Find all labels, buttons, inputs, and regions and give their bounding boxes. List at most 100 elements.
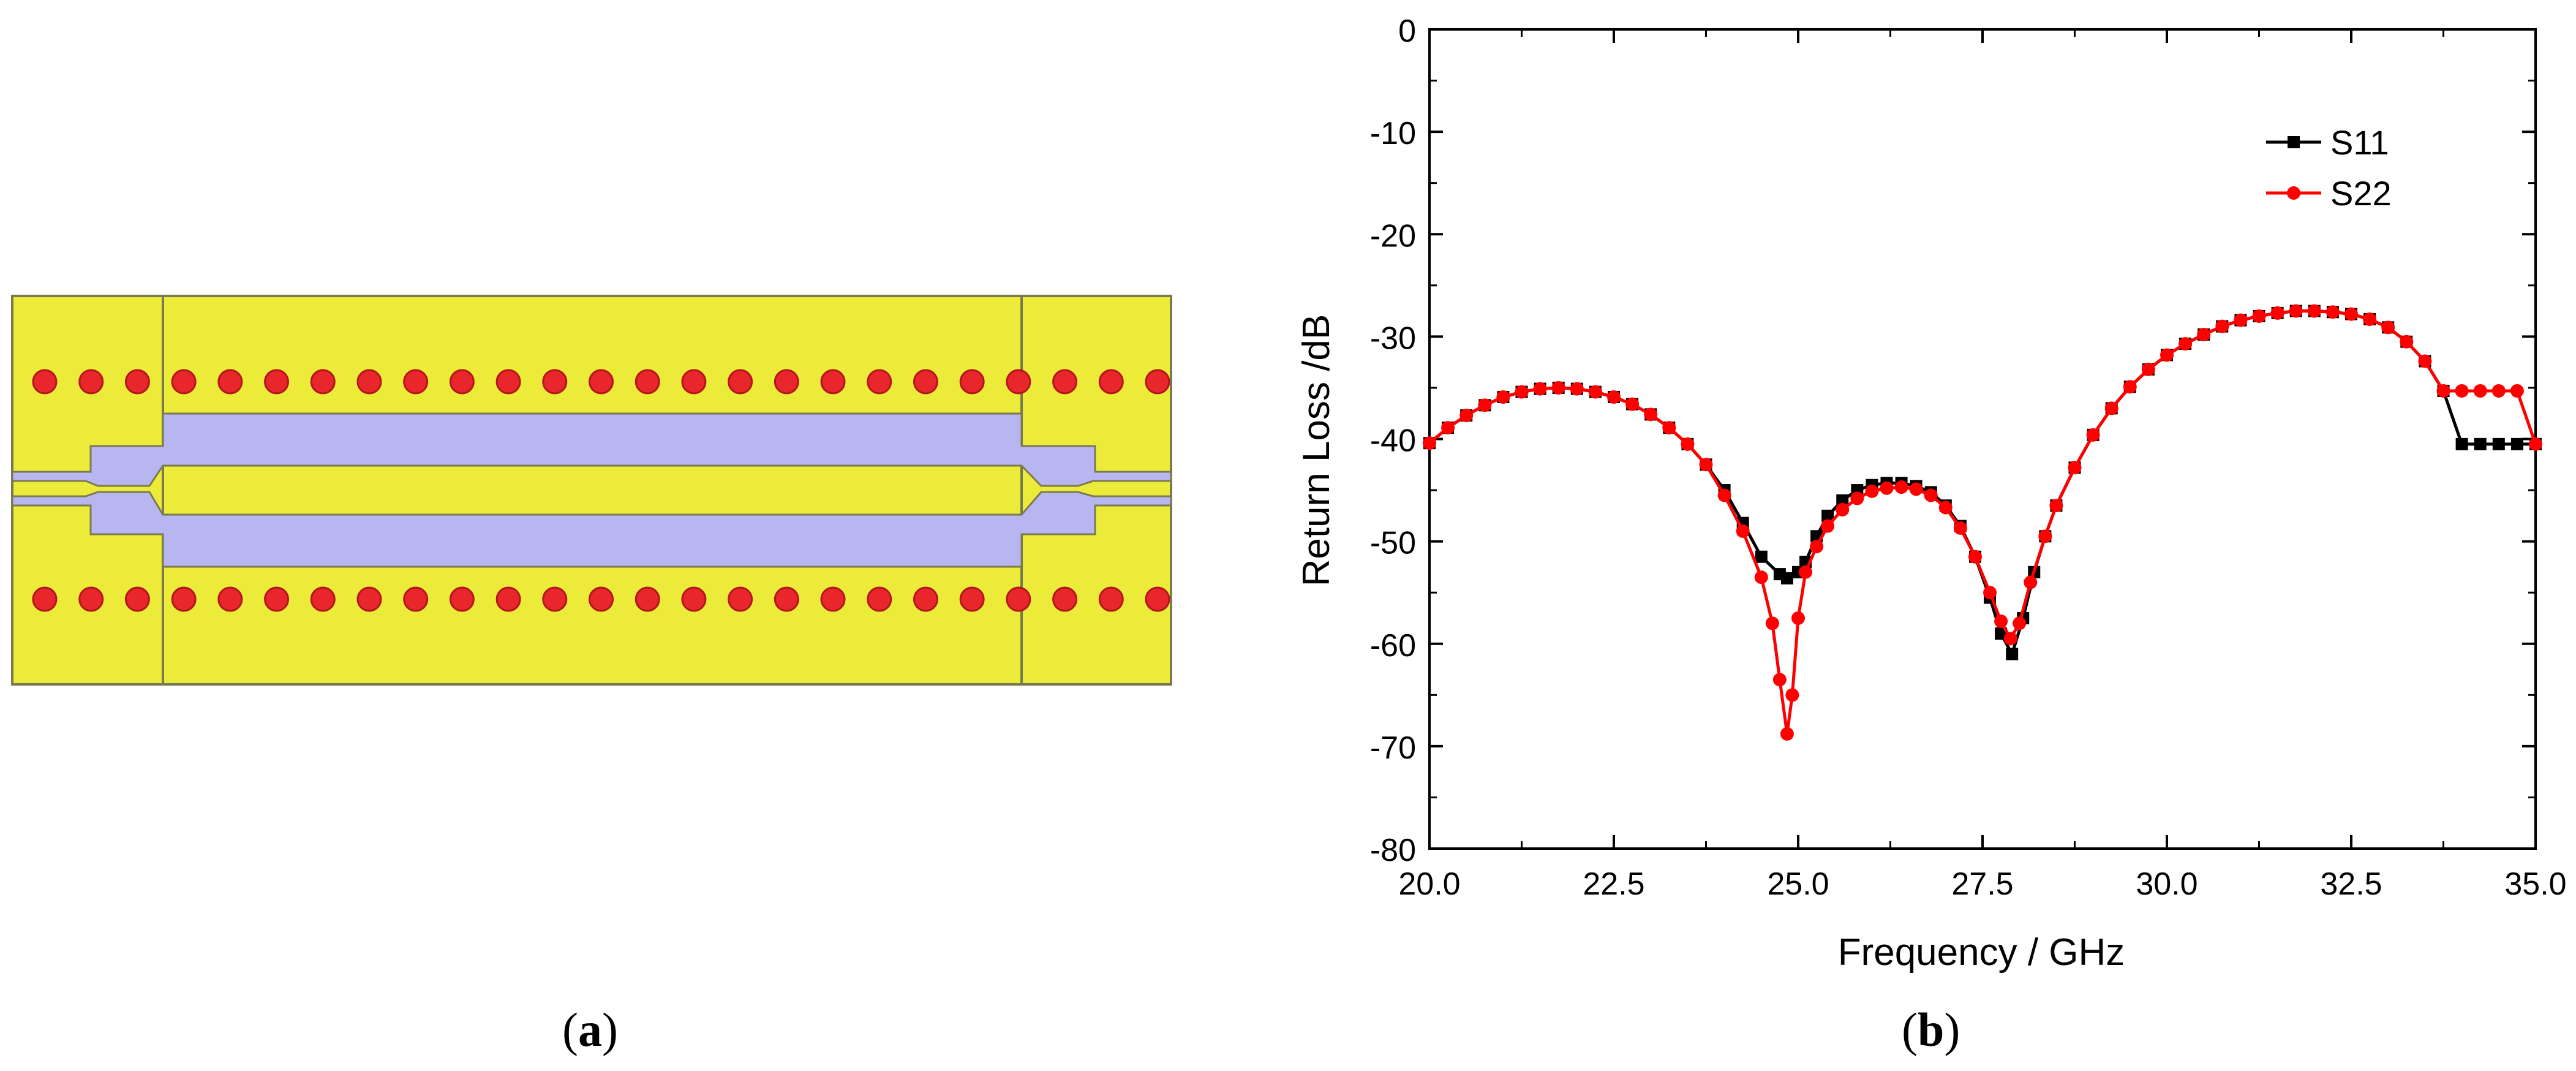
via-hole	[310, 369, 336, 395]
data-point-s22	[2289, 304, 2303, 318]
via-hole	[635, 369, 660, 395]
y-tick-label: -30	[1370, 320, 1416, 356]
via-hole	[403, 369, 429, 395]
via-hole	[171, 586, 197, 612]
x-tick-label: 25.0	[1767, 866, 1829, 902]
y-tick-label: -50	[1370, 526, 1416, 561]
data-point-s22	[1821, 519, 1835, 533]
data-point-s11	[1836, 494, 1849, 507]
via-hole	[495, 586, 521, 612]
upper-conductor	[11, 412, 1172, 487]
data-point-s11	[1821, 509, 1834, 522]
data-point-s22	[1880, 481, 1894, 495]
data-point-s22	[1736, 524, 1750, 538]
data-point-s22	[1662, 421, 1676, 435]
via-hole	[867, 586, 892, 612]
via-hole	[356, 586, 382, 612]
data-point-s22	[2307, 304, 2321, 318]
data-point-s22	[2326, 305, 2340, 319]
via-hole	[728, 586, 753, 612]
y-axis-label: Return Loss /dB	[1295, 314, 1338, 587]
y-tick-label: -80	[1370, 833, 1416, 868]
via-hole	[1052, 586, 1078, 612]
data-point-s22	[2197, 328, 2211, 342]
data-point-s22	[1607, 390, 1621, 404]
via-hole	[820, 586, 846, 612]
via-hole	[124, 369, 150, 395]
data-point-s22	[1791, 611, 1805, 625]
data-point-s22	[2436, 384, 2450, 398]
data-point-s22	[2234, 313, 2248, 327]
data-point-s22	[2381, 320, 2395, 335]
data-point-s22	[1810, 539, 1824, 553]
data-point-s11	[2455, 437, 2468, 450]
via-hole	[32, 369, 58, 395]
via-hole	[681, 369, 707, 395]
via-hole	[32, 586, 58, 612]
data-point-s22	[1968, 550, 1982, 564]
data-point-s22	[1924, 488, 1938, 502]
data-point-s22	[2038, 529, 2052, 543]
via-hole	[78, 586, 104, 612]
data-point-s22	[1533, 382, 1547, 396]
via-hole	[217, 586, 243, 612]
via-hole	[356, 369, 382, 395]
data-point-s22	[2086, 428, 2100, 442]
data-point-s22	[1865, 484, 1879, 498]
data-point-s22	[2455, 384, 2469, 398]
series-line-s11	[1428, 309, 2536, 656]
data-point-s22	[2104, 401, 2118, 415]
via-hole	[959, 369, 985, 395]
data-point-s22	[1717, 488, 1731, 502]
via-hole	[310, 586, 336, 612]
via-hole	[78, 369, 104, 395]
data-point-s22	[2363, 312, 2377, 326]
substrate	[11, 295, 1172, 686]
data-point-s22	[1894, 480, 1908, 494]
via-hole	[774, 586, 799, 612]
x-tick-label: 20.0	[1398, 866, 1460, 902]
data-point-s22	[2252, 309, 2266, 323]
via-hole	[913, 369, 938, 395]
series-line-s22	[1428, 309, 2537, 736]
data-point-s11	[1995, 627, 2008, 640]
via-hole	[542, 586, 568, 612]
via-hole	[635, 586, 660, 612]
data-point-s22	[1496, 390, 1510, 404]
via-hole	[1145, 586, 1170, 612]
data-point-s22	[1765, 616, 1779, 630]
data-point-s22	[1515, 385, 1529, 399]
y-tick-label: -60	[1370, 628, 1416, 664]
via-hole	[264, 586, 290, 612]
via-hole	[1006, 586, 1031, 612]
data-point-s22	[2003, 632, 2017, 646]
data-point-s11	[1780, 572, 1793, 585]
lower-conductor	[11, 491, 1172, 568]
data-point-s22	[1772, 673, 1787, 687]
data-point-s22	[2510, 384, 2524, 398]
via-hole	[1006, 369, 1031, 395]
legend-marker-s22	[2287, 186, 2300, 200]
data-point-s22	[1459, 409, 1474, 423]
via-hole	[403, 586, 429, 612]
data-point-s22	[2270, 306, 2284, 320]
x-tick-label: 27.5	[1951, 866, 2013, 902]
data-point-s22	[1551, 380, 1565, 395]
data-point-s22	[1909, 482, 1923, 496]
via-hole	[681, 586, 707, 612]
data-point-s22	[2529, 437, 2542, 451]
x-tick-label: 30.0	[2136, 866, 2198, 902]
via-hole	[495, 369, 521, 395]
via-hole	[1052, 369, 1078, 395]
via-hole	[867, 369, 892, 395]
data-point-s22	[1644, 407, 1658, 422]
data-point-s22	[1799, 565, 1813, 579]
y-tick-label: -70	[1370, 730, 1416, 766]
data-point-s22	[1478, 398, 1492, 412]
data-point-s22	[1953, 521, 1967, 535]
data-point-s22	[2215, 319, 2229, 333]
data-point-s22	[2024, 575, 2038, 589]
data-point-s22	[1423, 436, 1436, 450]
data-point-s22	[2123, 380, 2137, 394]
data-point-s11	[2006, 648, 2019, 660]
